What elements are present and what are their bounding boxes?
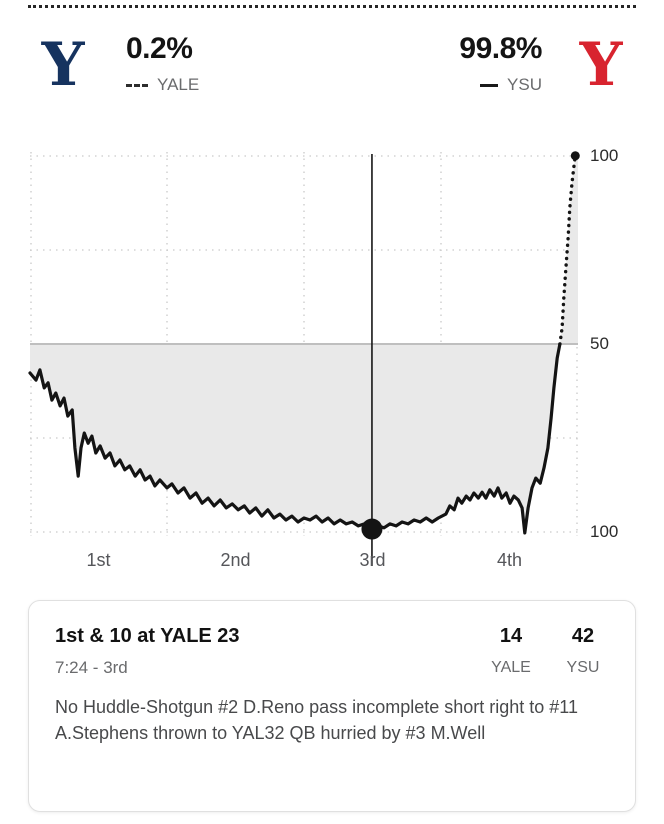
- home-team-block: 99.8% YSU Y: [459, 32, 634, 98]
- away-win-pct: 0.2%: [126, 32, 193, 65]
- play-description: No Huddle-Shotgun #2 D.Reno pass incompl…: [55, 697, 578, 743]
- home-abbr: YSU: [566, 659, 600, 676]
- y-axis-label-mid: 50: [590, 334, 609, 353]
- ysu-solid-line-icon: [480, 83, 499, 87]
- chart-end-dot: [570, 151, 580, 161]
- away-abbr: YALE: [491, 659, 531, 676]
- away-score-column: 14 YALE: [485, 625, 537, 677]
- win-probability-header: Y 0.2% YALE 99.8% YSU Y: [30, 32, 634, 98]
- x-tick-2nd: 2nd: [220, 550, 251, 570]
- x-tick-4th: 4th: [496, 550, 523, 570]
- x-tick-3rd: 3rd: [359, 550, 386, 570]
- top-dotted-divider: [28, 5, 636, 8]
- chart-marker-dot[interactable]: [361, 518, 383, 540]
- wp-line-solid: [28, 342, 562, 535]
- home-legend: YSU: [480, 75, 542, 95]
- yale-dashed-line-icon: [126, 83, 148, 87]
- quarter-axis: 1st 2nd 3rd 4th: [30, 550, 578, 571]
- ysu-logo: Y: [579, 30, 623, 100]
- away-legend: YALE: [126, 75, 199, 95]
- home-win-pct: 99.8%: [459, 32, 542, 65]
- x-tick-1st: 1st: [86, 550, 111, 570]
- selected-play-card[interactable]: 1st & 10 at YALE 23 7:24 - 3rd 14 YALE 4…: [28, 600, 636, 812]
- away-score: 14: [499, 625, 523, 647]
- y-axis-label-bottom: 100: [590, 522, 619, 541]
- away-team-block: Y 0.2% YALE: [30, 30, 200, 100]
- wp-line-dotted: [558, 154, 577, 346]
- yale-logo: Y: [41, 30, 85, 100]
- away-team-name: YALE: [157, 75, 200, 94]
- play-clock: 7:24 - 3rd: [55, 658, 128, 677]
- home-score: 42: [571, 625, 595, 647]
- y-axis-label-top: 100: [590, 146, 619, 165]
- play-down-distance: 1st & 10 at YALE 23: [55, 625, 240, 647]
- score-columns: 14 YALE 42 YSU: [485, 625, 609, 677]
- win-probability-chart[interactable]: 100 50 100: [28, 146, 634, 566]
- home-team-name: YSU: [507, 75, 542, 94]
- home-score-column: 42 YSU: [557, 625, 609, 677]
- win-probability-svg[interactable]: [28, 148, 580, 566]
